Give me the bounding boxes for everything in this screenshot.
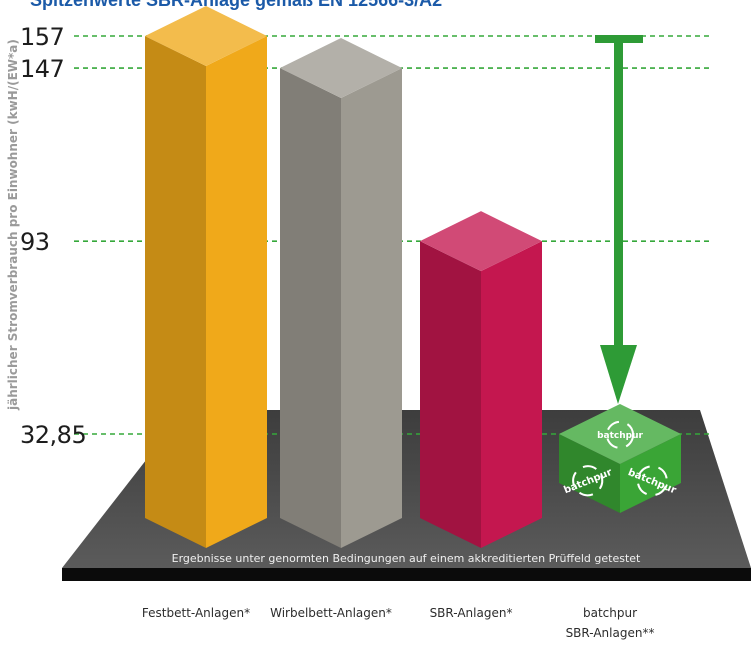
- y-tick-label: 157: [20, 23, 64, 51]
- bar-right-face: [481, 241, 542, 549]
- bar-top-face: [280, 38, 402, 99]
- bar-right-face: [206, 36, 267, 548]
- category-label: Wirbelbett-Anlagen*: [270, 606, 392, 620]
- bar: [145, 6, 267, 548]
- category-label: batchpur: [583, 606, 637, 620]
- bar-left-face: [280, 68, 341, 549]
- bar-top-face: [145, 6, 267, 66]
- y-tick-label: 93: [20, 228, 50, 256]
- category-label: Festbett-Anlagen*: [142, 606, 250, 620]
- category-label: SBR-Anlagen*: [430, 606, 513, 620]
- bar-left-face: [145, 36, 206, 548]
- reduction-arrow: [595, 35, 643, 404]
- bar-top-face: [420, 211, 542, 272]
- y-tick-labels: 157 147 93 32,85: [20, 23, 87, 449]
- logo-ring: [605, 420, 635, 449]
- logo-ring: [572, 465, 604, 497]
- arrow-cap: [595, 35, 643, 43]
- y-axis-title: jährlicher Stromverbrauch pro Einwohner …: [6, 39, 20, 411]
- platform-annotation: Ergebnisse unter genormten Bedingungen a…: [172, 552, 641, 565]
- bar-right-face: [620, 434, 681, 513]
- category-label: SBR-Anlagen**: [566, 626, 655, 640]
- y-tick-label: 147: [20, 55, 64, 83]
- arrow-head: [600, 345, 637, 404]
- bar: [420, 211, 542, 549]
- bar-right-face: [341, 68, 402, 549]
- category-labels: Festbett-Anlagen* Wirbelbett-Anlagen* SBR-…: [142, 606, 655, 640]
- bar-top-face: [559, 404, 681, 464]
- bar-left-face: [420, 241, 481, 549]
- bar: [280, 38, 402, 549]
- y-tick-label: 32,85: [20, 421, 86, 449]
- logo-ring: [636, 465, 668, 497]
- arrow-shaft: [614, 41, 623, 353]
- page-title: Spitzenwerte SBR-Anlage gemäß EN 12566-3…: [30, 0, 443, 10]
- bar-left-face: [559, 434, 620, 513]
- batchpur-logo-top: batchpur: [597, 431, 643, 441]
- platform-edge: [62, 568, 751, 581]
